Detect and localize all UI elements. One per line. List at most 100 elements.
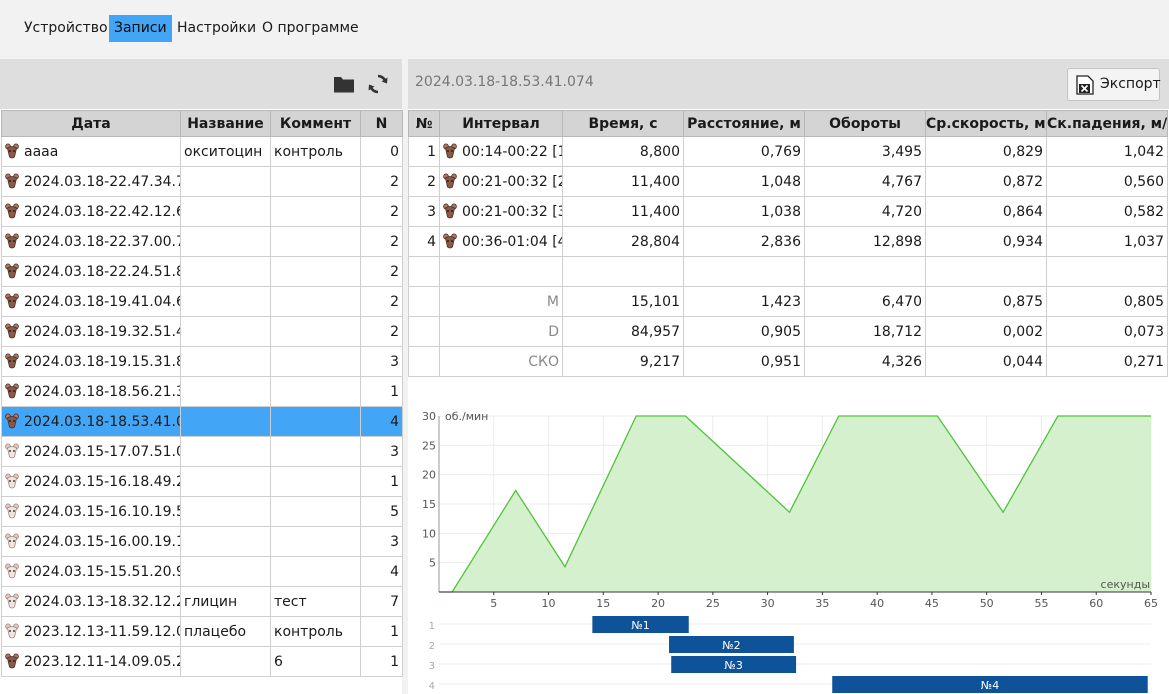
column-header-n[interactable]: N [360, 110, 403, 137]
record-date[interactable]: 2024.03.18-19.41.04.604 [1, 286, 181, 317]
record-row[interactable]: 2024.03.15-16.18.49.298 1 [1, 466, 403, 497]
column-header-avg-speed[interactable]: Ср.скорость, м/с [925, 110, 1047, 137]
record-date[interactable]: 2023.12.11-14.09.05.215-а [1, 646, 181, 677]
record-n[interactable]: 2 [360, 256, 403, 287]
record-name[interactable] [180, 226, 271, 257]
record-n[interactable]: 2 [360, 286, 403, 317]
record-date[interactable]: 2024.03.15-16.10.19.598 [1, 496, 181, 527]
record-comment[interactable] [270, 406, 361, 437]
record-date[interactable]: 2024.03.18-22.42.12.699 [1, 196, 181, 227]
record-n[interactable]: 5 [360, 496, 403, 527]
record-row[interactable]: 2024.03.18-22.42.12.699 2 [1, 196, 403, 227]
record-row[interactable]: 2023.12.13-11.59.12.061плацебоконтроль1 [1, 616, 403, 647]
column-header-number[interactable]: № [408, 110, 440, 137]
record-row[interactable]: 2024.03.15-16.00.19.162 3 [1, 526, 403, 557]
menu-records[interactable]: Записи [109, 15, 172, 42]
record-name[interactable] [180, 556, 271, 587]
record-date[interactable]: 2024.03.15-16.00.19.162 [1, 526, 181, 557]
record-comment[interactable] [270, 346, 361, 377]
record-row[interactable]: 2024.03.18-19.32.51.405 2 [1, 316, 403, 347]
record-n[interactable]: 1 [360, 646, 403, 677]
record-name[interactable] [180, 496, 271, 527]
record-row[interactable]: 2024.03.15-15.51.20.903 4 [1, 556, 403, 587]
record-date[interactable]: 2024.03.15-15.51.20.903 [1, 556, 181, 587]
record-row[interactable]: 2024.03.18-18.53.41.074 4 [1, 406, 403, 437]
record-row[interactable]: 2024.03.15-17.07.51.024 3 [1, 436, 403, 467]
record-date[interactable]: 2024.03.15-17.07.51.024 [1, 436, 181, 467]
record-n[interactable]: 1 [360, 616, 403, 647]
record-comment[interactable]: контроль [270, 136, 361, 167]
record-date[interactable]: аааа [1, 136, 181, 167]
record-row[interactable]: 2024.03.18-18.56.21.395 1 [1, 376, 403, 407]
column-header-comment[interactable]: Коммент [270, 110, 361, 137]
column-header-time[interactable]: Время, с [562, 110, 684, 137]
record-n[interactable]: 3 [360, 526, 403, 557]
record-date[interactable]: 2024.03.15-16.18.49.298 [1, 466, 181, 497]
record-comment[interactable] [270, 316, 361, 347]
record-name[interactable] [180, 406, 271, 437]
record-name[interactable]: окситоцин [180, 136, 271, 167]
record-n[interactable]: 3 [360, 346, 403, 377]
record-date[interactable]: 2024.03.18-22.37.00.731 [1, 226, 181, 257]
record-name[interactable] [180, 196, 271, 227]
record-comment[interactable] [270, 196, 361, 227]
column-header-fall-speed[interactable]: Ск.падения, м/с [1046, 110, 1168, 137]
menu-settings[interactable]: Настройки [177, 20, 257, 36]
record-n[interactable]: 4 [360, 556, 403, 587]
record-date[interactable]: 2024.03.13-18.32.12.284 [1, 586, 181, 617]
record-n[interactable]: 3 [360, 436, 403, 467]
record-name[interactable] [180, 166, 271, 197]
record-n[interactable]: 0 [360, 136, 403, 167]
record-row[interactable]: 2024.03.18-22.47.34.779 2 [1, 166, 403, 197]
record-date[interactable]: 2024.03.18-19.15.31.811 [1, 346, 181, 377]
record-row[interactable]: 2024.03.18-22.37.00.731 2 [1, 226, 403, 257]
record-name[interactable] [180, 466, 271, 497]
record-comment[interactable] [270, 496, 361, 527]
record-comment[interactable] [270, 466, 361, 497]
record-comment[interactable] [270, 556, 361, 587]
record-name[interactable] [180, 346, 271, 377]
record-date[interactable]: 2024.03.18-22.47.34.779 [1, 166, 181, 197]
record-row[interactable]: 2024.03.15-16.10.19.598 5 [1, 496, 403, 527]
record-n[interactable]: 2 [360, 226, 403, 257]
record-comment[interactable] [270, 526, 361, 557]
record-name[interactable] [180, 436, 271, 467]
record-n[interactable]: 2 [360, 316, 403, 347]
record-row[interactable]: 2024.03.18-19.15.31.811 3 [1, 346, 403, 377]
record-name[interactable] [180, 646, 271, 677]
menu-about[interactable]: О программе [262, 20, 359, 36]
record-n[interactable]: 1 [360, 466, 403, 497]
record-name[interactable] [180, 526, 271, 557]
record-name[interactable]: плацебо [180, 616, 271, 647]
column-header-interval[interactable]: Интервал [439, 110, 563, 137]
record-row[interactable]: 2024.03.13-18.32.12.284глицинтест7 [1, 586, 403, 617]
record-comment[interactable] [270, 256, 361, 287]
record-row[interactable]: 2023.12.11-14.09.05.215-а 61 [1, 646, 403, 677]
interval-row[interactable]: 4 00:36-01:04 [4] 28,804 2,836 12,898 0,934 1,… [408, 226, 1168, 257]
record-n[interactable]: 1 [360, 376, 403, 407]
record-comment[interactable] [270, 436, 361, 467]
record-name[interactable] [180, 286, 271, 317]
record-n[interactable]: 2 [360, 196, 403, 227]
record-row[interactable]: аааа окситоцин контроль 0 [1, 136, 403, 167]
record-name[interactable] [180, 316, 271, 347]
record-comment[interactable] [270, 286, 361, 317]
record-n[interactable]: 7 [360, 586, 403, 617]
column-header-date[interactable]: Дата [1, 110, 181, 137]
folder-icon[interactable] [333, 75, 355, 93]
record-date[interactable]: 2023.12.13-11.59.12.061 [1, 616, 181, 647]
column-header-name[interactable]: Название [180, 110, 271, 137]
column-header-distance[interactable]: Расстояние, м [683, 110, 805, 137]
record-n[interactable]: 2 [360, 166, 403, 197]
export-button[interactable]: Экспорт [1067, 68, 1161, 101]
record-name[interactable] [180, 376, 271, 407]
record-date[interactable]: 2024.03.18-22.24.51.895 [1, 256, 181, 287]
record-date[interactable]: 2024.03.18-18.53.41.074 [1, 406, 181, 437]
record-comment[interactable]: тест [270, 586, 361, 617]
record-row[interactable]: 2024.03.18-19.41.04.604 2 [1, 286, 403, 317]
record-name[interactable]: глицин [180, 586, 271, 617]
record-comment[interactable] [270, 376, 361, 407]
record-comment[interactable] [270, 166, 361, 197]
interval-row[interactable]: 2 00:21-00:32 [2] 11,400 1,048 4,767 0,872 0,5… [408, 166, 1168, 197]
refresh-icon[interactable] [367, 73, 389, 95]
